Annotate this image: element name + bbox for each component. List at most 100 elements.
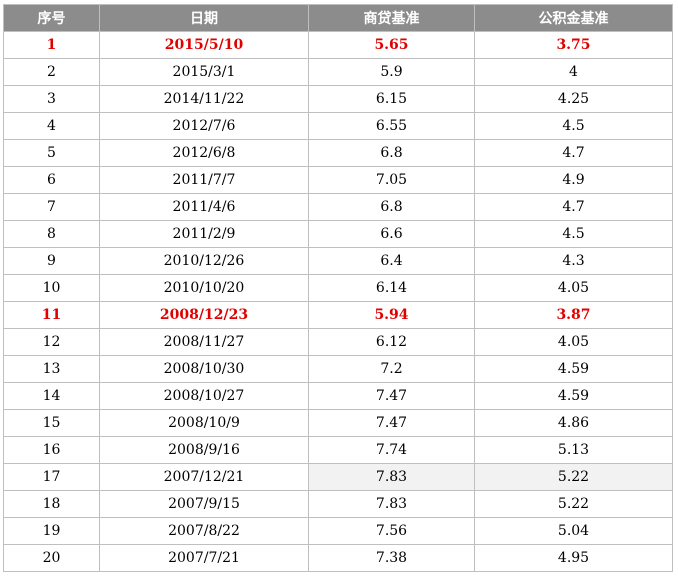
cell-date: 2011/7/7 (99, 166, 309, 194)
cell-commercial-rate: 7.83 (308, 490, 475, 518)
cell-commercial-rate: 6.8 (308, 139, 475, 167)
cell-date: 2008/10/30 (99, 355, 309, 383)
cell-index: 5 (3, 139, 100, 167)
cell-fund-rate: 5.22 (474, 490, 673, 518)
cell-date: 2007/9/15 (99, 490, 309, 518)
cell-commercial-rate: 6.14 (308, 274, 475, 302)
cell-date: 2008/11/27 (99, 328, 309, 356)
cell-fund-rate: 4.5 (474, 220, 673, 248)
table-row: 12 2008/11/27 6.12 4.05 (3, 328, 673, 356)
cell-commercial-rate: 7.74 (308, 436, 475, 464)
cell-date: 2014/11/22 (99, 85, 309, 113)
cell-commercial-rate: 5.65 (308, 31, 475, 59)
table-row: 13 2008/10/30 7.2 4.59 (3, 355, 673, 383)
cell-fund-rate: 4.86 (474, 409, 673, 437)
cell-index: 12 (3, 328, 100, 356)
cell-fund-rate: 5.04 (474, 517, 673, 545)
cell-date: 2012/6/8 (99, 139, 309, 167)
table-row: 1 2015/5/10 5.65 3.75 (3, 31, 673, 59)
cell-date: 2008/12/23 (99, 301, 309, 329)
table-row: 18 2007/9/15 7.83 5.22 (3, 490, 673, 518)
cell-fund-rate: 4.7 (474, 193, 673, 221)
cell-commercial-rate: 7.56 (308, 517, 475, 545)
cell-index: 14 (3, 382, 100, 410)
cell-fund-rate: 4.25 (474, 85, 673, 113)
table-row: 6 2011/7/7 7.05 4.9 (3, 166, 673, 194)
table-row: 8 2011/2/9 6.6 4.5 (3, 220, 673, 248)
cell-index: 4 (3, 112, 100, 140)
cell-index: 15 (3, 409, 100, 437)
cell-fund-rate: 4.95 (474, 544, 673, 572)
cell-fund-rate: 4.05 (474, 328, 673, 356)
cell-commercial-rate: 5.94 (308, 301, 475, 329)
cell-index: 3 (3, 85, 100, 113)
table-row: 15 2008/10/9 7.47 4.86 (3, 409, 673, 437)
cell-date: 2011/2/9 (99, 220, 309, 248)
cell-date: 2012/7/6 (99, 112, 309, 140)
cell-fund-rate: 3.75 (474, 31, 673, 59)
cell-commercial-rate: 7.05 (308, 166, 475, 194)
cell-index: 16 (3, 436, 100, 464)
cell-index: 2 (3, 58, 100, 86)
cell-fund-rate: 4.5 (474, 112, 673, 140)
table-header-row: 序号 日期 商贷基准 公积金基准 (3, 4, 673, 32)
table-row: 3 2014/11/22 6.15 4.25 (3, 85, 673, 113)
cell-index: 1 (3, 31, 100, 59)
cell-fund-rate: 3.87 (474, 301, 673, 329)
cell-commercial-rate: 6.6 (308, 220, 475, 248)
table-row: 9 2010/12/26 6.4 4.3 (3, 247, 673, 275)
table-body: 1 2015/5/10 5.65 3.75 2 2015/3/1 5.9 4 3 2014/11/… (3, 31, 673, 572)
cell-date: 2008/10/9 (99, 409, 309, 437)
cell-fund-rate: 5.13 (474, 436, 673, 464)
cell-date: 2008/9/16 (99, 436, 309, 464)
cell-index: 8 (3, 220, 100, 248)
cell-date: 2007/7/21 (99, 544, 309, 572)
cell-date: 2015/5/10 (99, 31, 309, 59)
cell-fund-rate: 4.05 (474, 274, 673, 302)
cell-index: 17 (3, 463, 100, 491)
table-row: 5 2012/6/8 6.8 4.7 (3, 139, 673, 167)
cell-commercial-rate: 7.2 (308, 355, 475, 383)
table-row: 20 2007/7/21 7.38 4.95 (3, 544, 673, 572)
table-row: 14 2008/10/27 7.47 4.59 (3, 382, 673, 410)
table-row: 4 2012/7/6 6.55 4.5 (3, 112, 673, 140)
table-row: 19 2007/8/22 7.56 5.04 (3, 517, 673, 545)
column-header-commercial-rate: 商贷基准 (308, 4, 475, 32)
cell-commercial-rate: 6.15 (308, 85, 475, 113)
cell-fund-rate: 4.3 (474, 247, 673, 275)
cell-commercial-rate: 7.47 (308, 382, 475, 410)
cell-fund-rate: 4.7 (474, 139, 673, 167)
table-row: 11 2008/12/23 5.94 3.87 (3, 301, 673, 329)
cell-index: 7 (3, 193, 100, 221)
cell-commercial-rate: 7.83 (308, 463, 475, 491)
cell-commercial-rate: 6.12 (308, 328, 475, 356)
column-header-index: 序号 (3, 4, 100, 32)
cell-commercial-rate: 7.38 (308, 544, 475, 572)
cell-fund-rate: 4 (474, 58, 673, 86)
table-row: 2 2015/3/1 5.9 4 (3, 58, 673, 86)
cell-commercial-rate: 5.9 (308, 58, 475, 86)
table-row: 10 2010/10/20 6.14 4.05 (3, 274, 673, 302)
cell-commercial-rate: 7.47 (308, 409, 475, 437)
cell-date: 2007/8/22 (99, 517, 309, 545)
cell-fund-rate: 4.59 (474, 355, 673, 383)
cell-index: 6 (3, 166, 100, 194)
column-header-fund-rate: 公积金基准 (474, 4, 673, 32)
cell-fund-rate: 4.59 (474, 382, 673, 410)
cell-commercial-rate: 6.8 (308, 193, 475, 221)
cell-date: 2010/12/26 (99, 247, 309, 275)
cell-fund-rate: 4.9 (474, 166, 673, 194)
cell-index: 20 (3, 544, 100, 572)
cell-commercial-rate: 6.4 (308, 247, 475, 275)
table-row: 7 2011/4/6 6.8 4.7 (3, 193, 673, 221)
cell-index: 19 (3, 517, 100, 545)
cell-fund-rate: 5.22 (474, 463, 673, 491)
table-row: 16 2008/9/16 7.74 5.13 (3, 436, 673, 464)
cell-commercial-rate: 6.55 (308, 112, 475, 140)
cell-index: 18 (3, 490, 100, 518)
cell-date: 2010/10/20 (99, 274, 309, 302)
cell-index: 9 (3, 247, 100, 275)
cell-date: 2008/10/27 (99, 382, 309, 410)
cell-index: 11 (3, 301, 100, 329)
cell-index: 13 (3, 355, 100, 383)
